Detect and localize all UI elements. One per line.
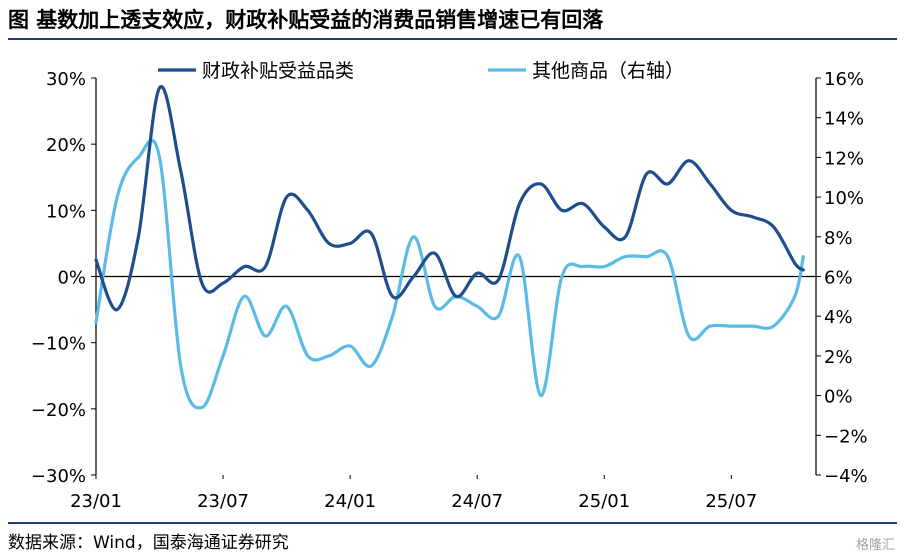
x-tick-label: 23/07 (197, 491, 249, 512)
left-y-tick-label: −10% (31, 334, 86, 355)
series-line-2 (94, 138, 805, 410)
source-note: 数据来源：Wind，国泰海通证券研究 (8, 533, 289, 553)
legend-label: 财政补贴受益品类 (202, 60, 354, 82)
right-y-tick-label: −4% (824, 466, 868, 487)
left-y-tick-label: −20% (31, 400, 86, 421)
legend: 财政补贴受益品类 其他商品（右轴） (158, 60, 684, 82)
x-tick-label: 24/01 (324, 491, 376, 512)
figure-title: 图 基数加上透支效应，财政补贴受益的消费品销售增速已有回落 (8, 8, 604, 32)
right-y-tick-label: 16% (824, 69, 864, 90)
x-tick-label: 23/01 (70, 491, 122, 512)
title-rule (8, 38, 897, 40)
left-y-tick-label: 30% (46, 69, 86, 90)
right-y-tick-label: −2% (824, 426, 868, 447)
watermark-logo: 格隆汇 (855, 538, 895, 553)
x-tick-label: 25/07 (705, 491, 757, 512)
left-y-tick-label: 10% (46, 201, 86, 222)
axes-layer: 30% 20% 10% 0% −10% −20% −30% 16% 14% 12% 10% 8% 6% 4… (31, 69, 868, 512)
right-y-tick-label: 2% (824, 347, 853, 368)
series-layer (94, 85, 805, 410)
right-y-tick-label: 6% (824, 268, 853, 289)
right-y-tick-label: 8% (824, 228, 853, 249)
right-y-tick-label: 10% (824, 188, 864, 209)
x-tick-label: 24/07 (451, 491, 503, 512)
x-tick-label: 25/01 (578, 491, 630, 512)
left-y-tick-label: 0% (57, 268, 86, 289)
right-y-tick-label: 4% (824, 307, 853, 328)
chart: 30% 20% 10% 0% −10% −20% −30% 16% 14% 12% 10% 8% 6% 4… (31, 60, 868, 512)
right-y-tick-label: 12% (824, 148, 864, 169)
right-y-tick-label: 14% (824, 109, 864, 130)
series-line-1 (94, 85, 805, 312)
legend-label: 其他商品（右轴） (532, 60, 684, 82)
left-y-tick-label: −30% (31, 466, 86, 487)
left-y-tick-label: 20% (46, 135, 86, 156)
source-rule (8, 522, 897, 524)
right-y-tick-label: 0% (824, 387, 853, 408)
